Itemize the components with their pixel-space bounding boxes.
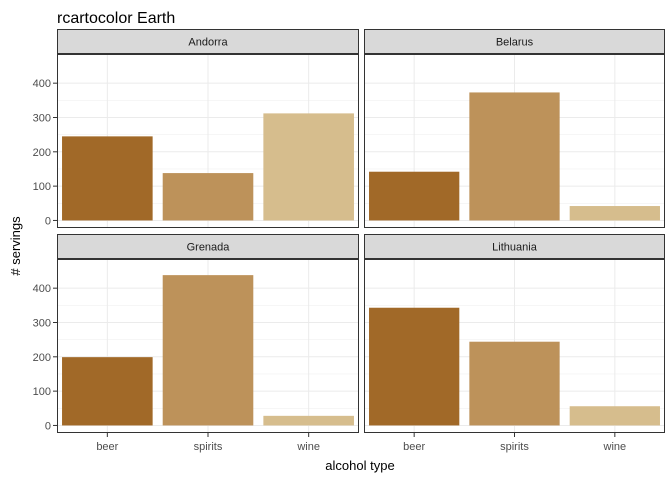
facet-panel-lithuania: Lithuania (364, 234, 665, 433)
x-tick-label-wine: wine (603, 441, 627, 453)
facet-strip (364, 29, 665, 54)
x-axis-title: alcohol type (325, 458, 394, 473)
y-tick-label: 100 (33, 386, 51, 398)
x-tick-label-beer: beer (403, 441, 425, 453)
x-tick-label-spirits: spirits (194, 441, 223, 453)
panel-border (57, 54, 359, 228)
facet-panels: Andorra Belarus Grenada Lithuania (57, 29, 665, 433)
bar-belarus-spirits (469, 92, 560, 221)
facet-strip-label: Andorra (188, 37, 228, 49)
facet-strip (364, 234, 665, 259)
panel-border (364, 259, 665, 433)
x-tick-label-beer: beer (96, 441, 118, 453)
facet-strip-label: Lithuania (492, 242, 538, 254)
bar-andorra-wine (263, 113, 354, 221)
y-tick-label: 200 (33, 147, 51, 159)
facet-panel-belarus: Belarus (364, 29, 665, 228)
y-tick-label: 400 (33, 283, 51, 295)
bar-lithuania-spirits (469, 341, 560, 426)
bar-belarus-wine (569, 206, 660, 221)
y-tick-label: 300 (33, 317, 51, 329)
bar-grenada-spirits (162, 275, 254, 426)
y-axis-title: # servings (8, 216, 23, 276)
y-tick-label: 300 (33, 112, 51, 124)
y-tick-label: 0 (45, 420, 51, 432)
x-tick-label-wine: wine (296, 441, 320, 453)
facet-strip (57, 234, 359, 259)
bar-andorra-spirits (162, 173, 254, 221)
y-axis-ticks: 0 100 200 300 400 0 100 200 300 400 (33, 78, 57, 432)
x-tick-label-spirits: spirits (500, 441, 529, 453)
y-tick-label: 200 (33, 352, 51, 364)
bar-andorra-beer (62, 136, 153, 221)
facet-strip-label: Belarus (496, 37, 534, 49)
y-tick-label: 0 (45, 215, 51, 227)
bar-belarus-beer (369, 171, 460, 221)
chart-title: rcartocolor Earth (57, 10, 175, 27)
facet-strip (57, 29, 359, 54)
bar-lithuania-beer (369, 307, 460, 426)
y-tick-label: 100 (33, 181, 51, 193)
panel-border (57, 259, 359, 433)
bar-grenada-beer (62, 357, 153, 426)
y-tick-label: 400 (33, 78, 51, 90)
bar-grenada-wine (263, 415, 354, 426)
bar-lithuania-wine (569, 406, 660, 426)
facet-panel-andorra: Andorra (57, 29, 359, 228)
facet-strip-label: Grenada (187, 242, 231, 254)
panel-border (364, 54, 665, 228)
facet-panel-grenada: Grenada (57, 234, 359, 433)
x-axis-ticks: beer spirits wine beer spirits wine (96, 433, 626, 453)
